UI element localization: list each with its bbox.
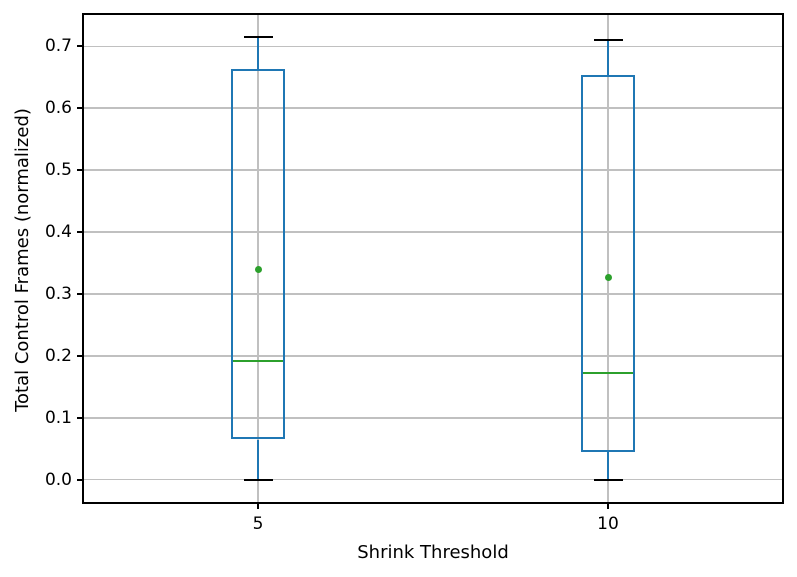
whisker-lower [607, 451, 609, 480]
plot-area [82, 13, 784, 504]
y-tick-mark [77, 478, 83, 481]
y-gridline [83, 479, 783, 481]
y-gridline [83, 231, 783, 233]
median-line [583, 371, 633, 374]
box-iqr [581, 75, 635, 452]
median-line [233, 359, 283, 362]
whisker-cap-upper [243, 35, 273, 38]
x-axis-label: Shrink Threshold [357, 542, 509, 563]
whisker-cap-lower [243, 478, 273, 481]
whisker-cap-lower [593, 478, 623, 481]
x-tick-mark [257, 503, 259, 509]
y-gridline [83, 45, 783, 47]
x-tick-mark [607, 503, 609, 509]
x-gridline [607, 14, 609, 503]
whisker-lower [257, 439, 259, 480]
mean-marker [604, 273, 612, 281]
y-tick-label: 0.0 [44, 469, 72, 490]
mean-marker [254, 266, 262, 274]
x-tick-label: 10 [597, 514, 619, 534]
y-gridline [83, 293, 783, 295]
y-tick-mark [77, 107, 83, 110]
y-gridline [83, 169, 783, 171]
y-axis-label: Total Control Frames (normalized) [12, 108, 33, 412]
y-tick-mark [77, 231, 83, 234]
y-tick-label: 0.7 [44, 36, 72, 57]
whisker-upper [257, 36, 259, 70]
box-iqr [231, 69, 285, 440]
x-tick-label: 5 [252, 514, 264, 534]
y-tick-mark [77, 416, 83, 419]
y-tick-label: 0.1 [44, 407, 72, 428]
y-tick-mark [77, 292, 83, 295]
whisker-cap-upper [593, 39, 623, 41]
y-tick-label: 0.4 [44, 222, 72, 243]
y-gridline [83, 107, 783, 109]
y-tick-mark [77, 45, 83, 48]
y-gridline [83, 417, 783, 419]
x-gridline [257, 14, 259, 503]
y-tick-mark [77, 169, 83, 172]
y-tick-label: 0.3 [44, 283, 72, 304]
y-tick-label: 0.6 [44, 98, 72, 119]
y-tick-mark [77, 354, 83, 357]
y-gridline [83, 355, 783, 357]
y-tick-label: 0.2 [44, 345, 72, 366]
y-tick-label: 0.5 [44, 160, 72, 181]
whisker-upper [607, 40, 609, 76]
